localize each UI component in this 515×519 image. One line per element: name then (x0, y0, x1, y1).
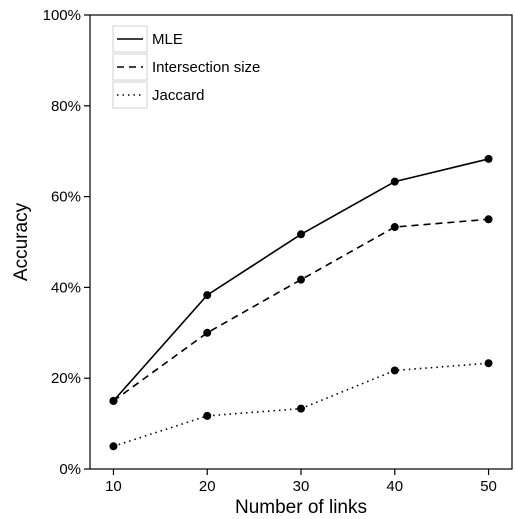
data-point (297, 230, 305, 239)
x-tick-label: 20 (199, 478, 216, 495)
series-layer (109, 154, 493, 451)
data-point (390, 223, 399, 232)
legend: MLE Intersection size Jaccard (112, 25, 260, 109)
y-tick-label: 0% (59, 461, 81, 478)
y-tick-label: 40% (51, 279, 81, 296)
data-point (203, 411, 212, 420)
data-point (484, 154, 493, 163)
y-tick-label: 80% (51, 98, 81, 115)
y-axis-title: Accuracy (11, 202, 32, 281)
legend-key-box (112, 81, 148, 109)
data-point (390, 177, 399, 186)
x-tick-label: 40 (386, 478, 403, 495)
legend-label: MLE (152, 31, 183, 48)
series-line-1 (112, 218, 489, 402)
data-point (203, 291, 212, 300)
x-axis-ticks: 10 20 30 40 50 (105, 469, 497, 495)
y-tick-label: 100% (43, 7, 81, 24)
data-point (297, 404, 305, 413)
x-tick-label: 10 (105, 478, 122, 495)
data-point (484, 359, 493, 368)
x-tick-label: 50 (480, 478, 497, 495)
data-point (484, 215, 493, 224)
data-point (203, 328, 212, 337)
data-point (109, 442, 118, 451)
y-tick-label: 60% (51, 189, 81, 206)
plot-area-frame (89, 14, 513, 470)
data-point (390, 366, 399, 375)
data-point (297, 275, 305, 284)
y-axis-ticks: 0% 20% 40% 60% 80% 100% (43, 7, 90, 478)
data-point (109, 396, 118, 405)
y-tick-label: 20% (51, 370, 81, 387)
legend-label: Jaccard (152, 87, 205, 104)
x-tick-label: 30 (293, 478, 310, 495)
legend-label: Intersection size (152, 59, 260, 76)
x-axis-title: Number of links (235, 497, 367, 518)
